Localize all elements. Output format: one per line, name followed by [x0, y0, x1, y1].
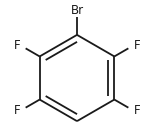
Text: F: F [14, 39, 20, 52]
Text: F: F [134, 39, 140, 52]
Text: F: F [14, 104, 20, 117]
Text: Br: Br [70, 4, 84, 17]
Text: F: F [134, 104, 140, 117]
